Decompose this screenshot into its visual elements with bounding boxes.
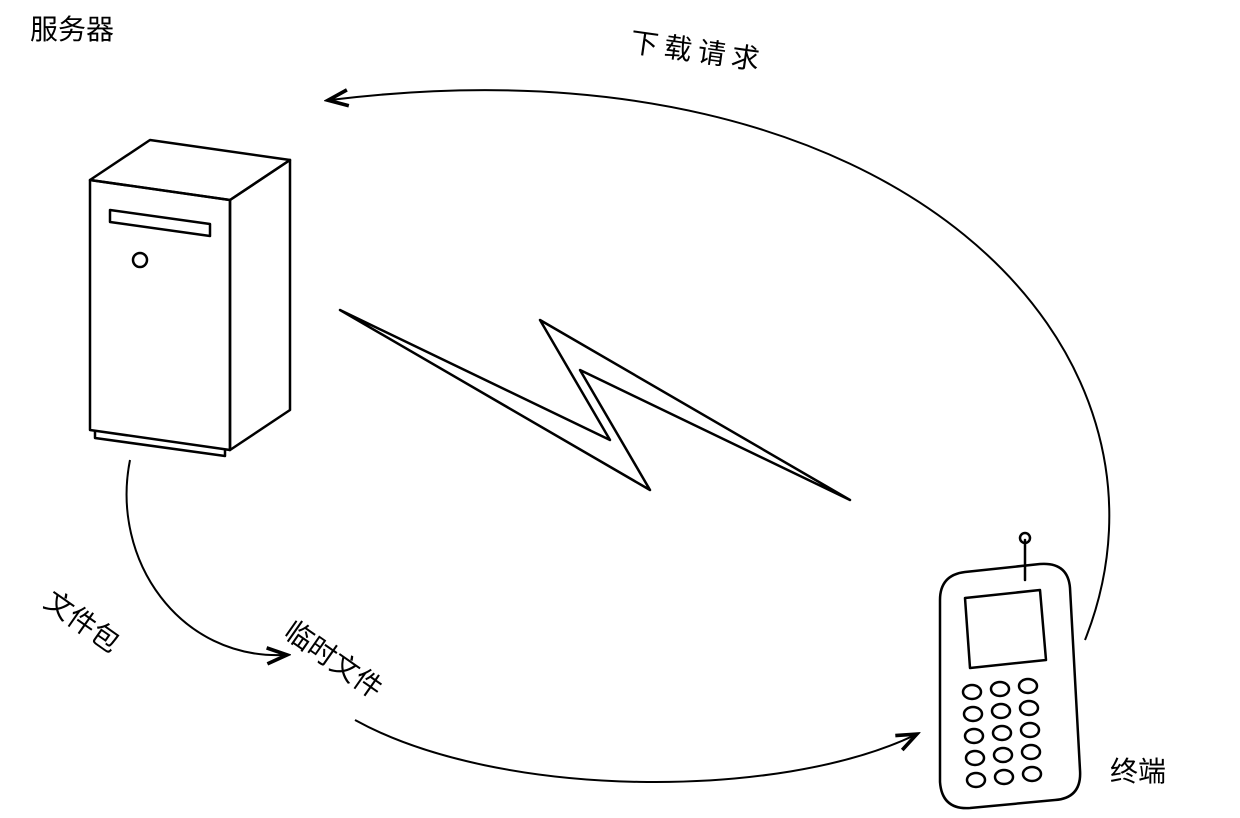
temp-to-phone-arrow (355, 720, 915, 782)
server-icon (90, 140, 290, 456)
phone-icon (940, 533, 1080, 808)
file-package-arrow (127, 460, 285, 655)
wireless-link-icon (340, 310, 850, 500)
server-label: 服务器 (30, 8, 114, 48)
download-request-arrow (330, 90, 1109, 640)
terminal-label: 终端 (1110, 750, 1166, 790)
diagram-canvas (0, 0, 1240, 818)
